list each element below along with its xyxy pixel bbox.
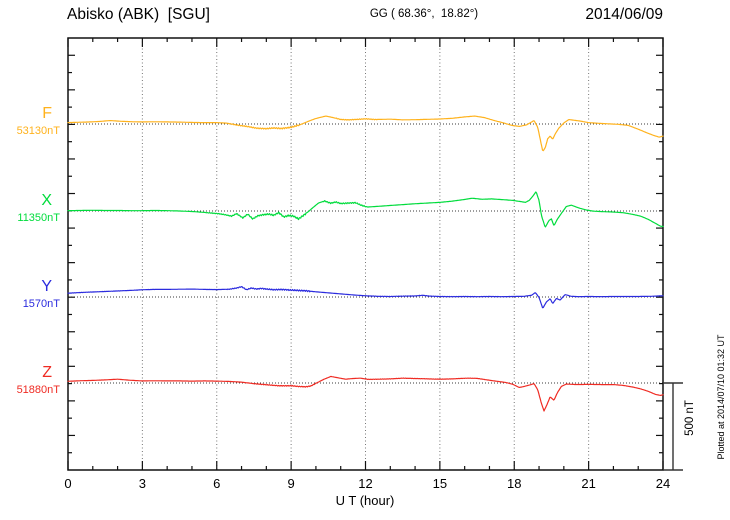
x-tick-label-9: 9	[287, 476, 295, 491]
plotted-timestamp-note: Plotted at 2014/07/10 01:32 UT	[716, 334, 726, 460]
trace-X	[67, 191, 664, 228]
component-baseline-value-F: 53130nT	[16, 125, 60, 137]
x-tick-label-6: 6	[213, 476, 221, 491]
component-letter-Z: Z	[42, 364, 52, 381]
component-label-F: F 53130nT	[0, 105, 60, 138]
x-tick-label-15: 15	[432, 476, 448, 491]
component-baseline-value-X: 11350nT	[17, 212, 60, 224]
component-letter-X: X	[41, 192, 52, 209]
component-label-X: X 11350nT	[0, 192, 60, 225]
component-baseline-value-Z: 51880nT	[16, 384, 60, 396]
station-title: Abisko (ABK) [SGU]	[67, 6, 210, 23]
component-label-Z: Z 51880nT	[0, 364, 60, 397]
geographic-coordinates: GG ( 68.36°, 18.82°)	[369, 8, 479, 20]
trace-Z	[67, 375, 664, 412]
x-tick-label-18: 18	[507, 476, 522, 491]
x-tick-label-24: 24	[655, 476, 671, 491]
scale-bar-label: 500 nT	[684, 400, 696, 436]
trace-Y	[67, 286, 664, 309]
x-tick-label-3: 3	[138, 476, 146, 491]
trace-F	[67, 115, 664, 152]
component-letter-F: F	[42, 105, 52, 122]
component-baseline-value-Y: 1570nT	[22, 298, 60, 310]
x-tick-label-21: 21	[581, 476, 596, 491]
component-label-Y: Y 1570nT	[0, 278, 60, 311]
x-axis-title: U T (hour)	[335, 493, 395, 508]
x-tick-label-0: 0	[64, 476, 72, 491]
component-letter-Y: Y	[41, 278, 52, 295]
x-tick-label-12: 12	[358, 476, 373, 491]
plot-frame	[67, 37, 664, 471]
plot-date: 2014/06/09	[585, 6, 663, 23]
